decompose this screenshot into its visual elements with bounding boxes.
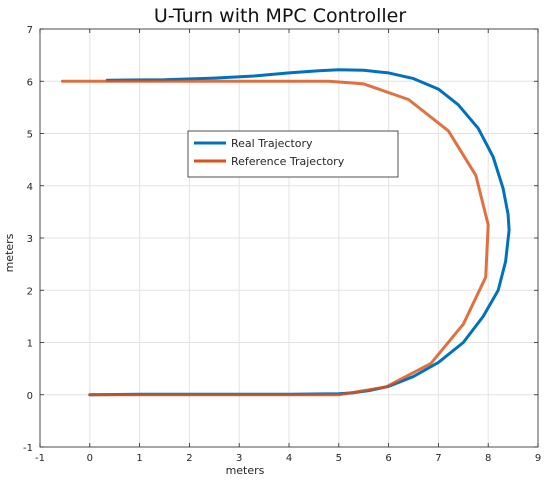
axis-ticks: -1 0 1 2 3 4 5 6 7 8 9 -1 0 1 2 3 4 5 6 7 [23, 25, 541, 464]
x-tick-label: 4 [286, 453, 292, 464]
x-tick-label: 1 [136, 453, 142, 464]
chart-title: U-Turn with MPC Controller [154, 5, 406, 27]
x-tick-label: 8 [485, 453, 491, 464]
x-tick-label: 6 [385, 453, 391, 464]
y-tick-label: 3 [27, 234, 33, 245]
x-tick-label: 2 [186, 453, 192, 464]
y-tick-label: 4 [27, 182, 33, 193]
legend-label-reference: Reference Trajectory [231, 155, 345, 168]
x-tick-label: 0 [87, 453, 93, 464]
plot-area [60, 68, 511, 397]
legend: Real Trajectory Reference Trajectory [187, 130, 399, 178]
y-tick-label: 7 [27, 25, 33, 36]
x-tick-label: 7 [435, 453, 441, 464]
y-axis-label: meters [3, 233, 16, 272]
series-line-reference-trajectory [60, 79, 490, 397]
x-axis-label: meters [226, 464, 265, 477]
legend-label-real: Real Trajectory [231, 137, 313, 150]
x-tick-label: -1 [35, 453, 45, 464]
x-tick-label: 3 [236, 453, 242, 464]
y-tick-label: -1 [23, 443, 33, 454]
x-tick-label: 5 [336, 453, 342, 464]
y-tick-label: 2 [27, 286, 33, 297]
legend-box [187, 130, 399, 178]
y-tick-label: 6 [27, 77, 33, 88]
y-tick-label: 0 [27, 391, 33, 402]
x-tick-label: 9 [535, 453, 541, 464]
y-tick-label: 1 [27, 339, 33, 350]
y-tick-label: 5 [27, 130, 33, 141]
